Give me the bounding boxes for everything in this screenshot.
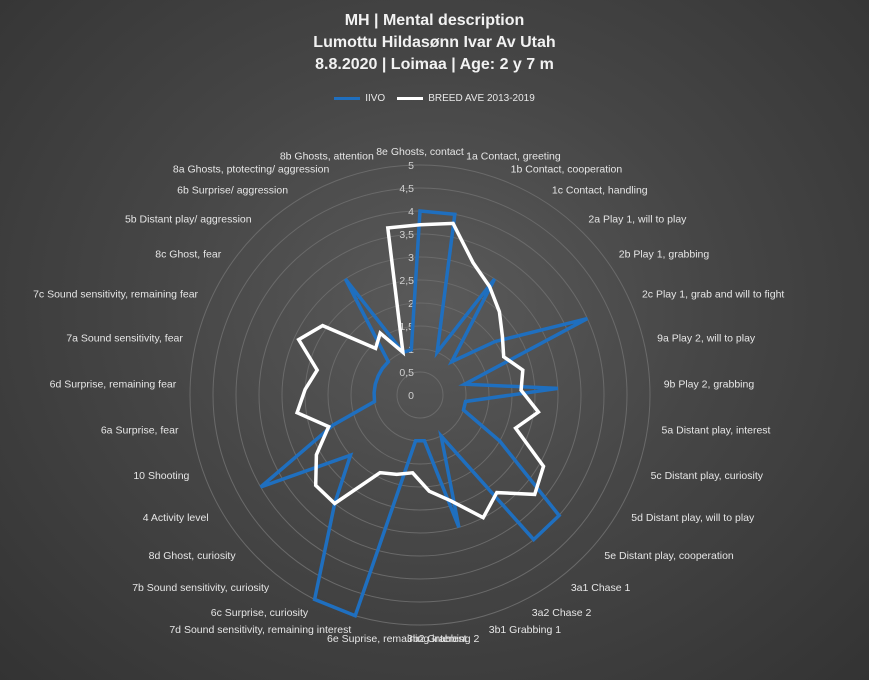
axis-label: 10 Shooting [133, 470, 189, 482]
chart-title-line2: Lumottu Hildasønn Ivar Av Utah [313, 34, 556, 51]
chart-legend: IIVO BREED AVE 2013-2019 [0, 93, 869, 104]
axis-label: 7d Sound sensitivity, remaining interest [169, 624, 351, 636]
tick-label: 2 [408, 298, 414, 310]
tick-label: 0,5 [399, 367, 414, 379]
axis-label: 9a Play 2, will to play [657, 332, 756, 344]
axis-label: 9b Play 2, grabbing [664, 378, 755, 390]
axis-label: 2c Play 1, grab and will to fight [642, 289, 784, 301]
chart-header: MH | Mental description Lumottu Hildasøn… [0, 10, 869, 76]
grid-ring [281, 256, 559, 534]
axis-label: 7c Sound sensitivity, remaining fear [33, 289, 198, 301]
legend-item-breed[interactable]: BREED AVE 2013-2019 [397, 93, 535, 104]
axis-label: 1a Contact, greeting [466, 150, 561, 162]
axis-label: 1b Contact, cooperation [511, 163, 623, 175]
series-line-ivo [259, 209, 589, 619]
axis-label: 3a2 Chase 2 [532, 607, 592, 619]
tick-label: 2,5 [399, 275, 414, 287]
grid-ring [189, 164, 651, 626]
axis-label: 8d Ghost, curiosity [149, 550, 237, 562]
axis-label: 5d Distant play, will to play [631, 512, 755, 524]
chart-title-line1: MH | Mental description [344, 12, 525, 29]
tick-label: 4 [408, 206, 414, 218]
axis-label: 3a1 Chase 1 [571, 582, 631, 594]
axis-label: 5a Distant play, interest [662, 425, 771, 437]
axis-label: 6b Surprise/ aggression [177, 185, 288, 197]
axis-label: 6e Suprise, remaining interest [327, 633, 467, 645]
legend-label-ivo: IIVO [365, 93, 386, 104]
grid-ring [350, 325, 490, 465]
axis-label: 8c Ghost, fear [155, 248, 221, 260]
axis-label: 6c Surprise, curiosity [211, 607, 309, 619]
axis-label: 5b Distant play/ aggression [125, 213, 252, 225]
legend-swatch-ivo [334, 97, 361, 100]
legend-label-breed: BREED AVE 2013-2019 [428, 93, 535, 104]
axis-label: 5e Distant play, cooperation [604, 550, 734, 562]
tick-label: 0 [408, 390, 414, 402]
grid-ring [258, 233, 582, 557]
axis-label: 8b Ghosts, attention [280, 150, 374, 162]
legend-item-ivo[interactable]: IIVO [334, 93, 385, 104]
axis-label: 8e Ghosts, contact [376, 146, 464, 158]
axis-label: 6d Surprise, remaining fear [50, 378, 177, 390]
axis-label: 5c Distant play, curiosity [651, 470, 764, 482]
chart-title-line3: 8.8.2020 | Loimaa | Age: 2 y 7 m [315, 56, 554, 73]
grid-ring [327, 302, 513, 488]
axis-label: 8a Ghosts, ptotecting/ aggression [173, 163, 330, 175]
axis-label: 7a Sound sensitivity, fear [66, 332, 183, 344]
axis-label: 7b Sound sensitivity, curiosity [132, 582, 270, 594]
tick-label: 4,5 [399, 183, 414, 195]
axis-label: 2b Play 1, grabbing [619, 248, 710, 260]
axis-label: 6a Surprise, fear [101, 425, 179, 437]
axis-label: 4 Activity level [143, 512, 209, 524]
grid-ring [396, 371, 444, 419]
legend-swatch-breed [397, 97, 424, 100]
tick-label: 3 [408, 252, 414, 264]
grid-ring [212, 187, 628, 603]
axis-label: 3b1 Grabbing 1 [489, 624, 562, 636]
axis-label: 2a Play 1, will to play [588, 213, 687, 225]
axis-label: 3b2 Grabbing 2 [407, 633, 480, 645]
tick-label: 1,5 [399, 321, 414, 333]
tick-label: 3,5 [399, 229, 414, 241]
tick-label: 5 [408, 160, 414, 172]
axis-label: 1c Contact, handling [552, 185, 648, 197]
series-line-breed [294, 221, 546, 521]
